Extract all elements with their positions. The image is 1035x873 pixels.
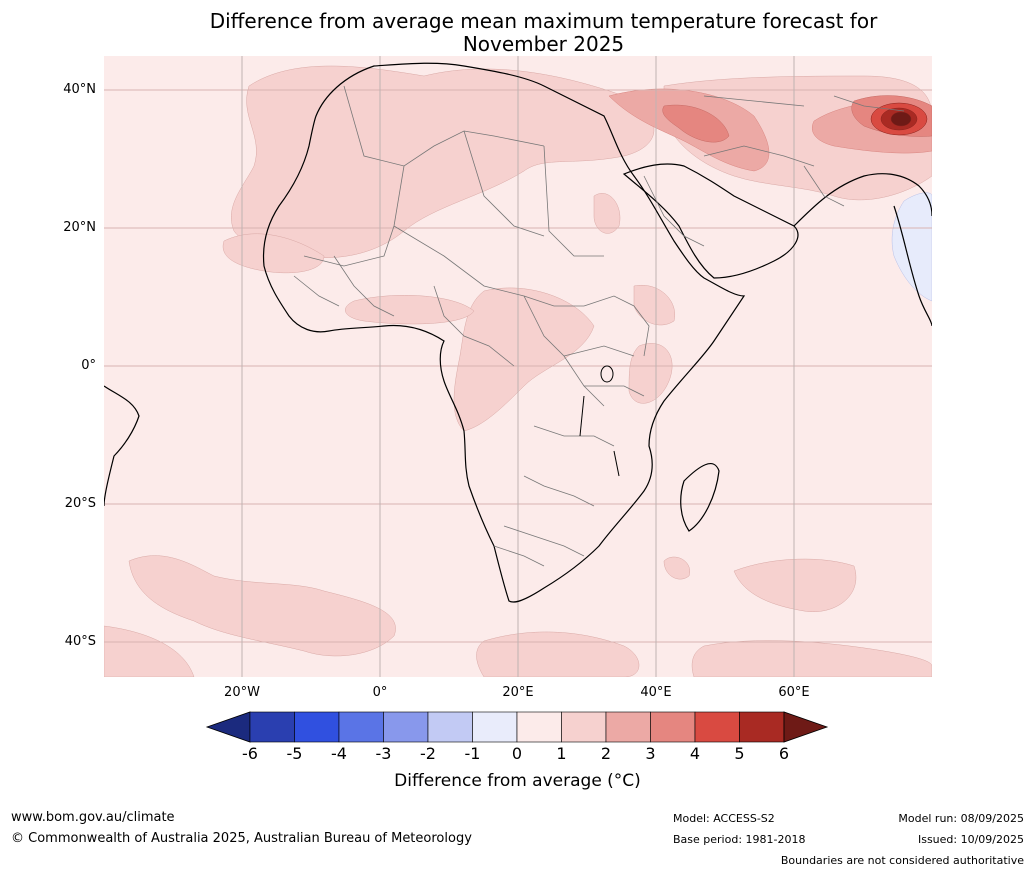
colorbar-cell	[249, 711, 295, 743]
copyright-text: © Commonwealth of Australia 2025, Austra…	[11, 831, 472, 846]
title-line-1: Difference from average mean maximum tem…	[209, 9, 878, 33]
issued-text: Issued: 10/09/2025	[917, 833, 1024, 846]
colorbar-tick-label: -6	[242, 744, 258, 763]
colorbar-cell	[294, 711, 340, 743]
title-line-2: November 2025	[462, 32, 625, 56]
website-link[interactable]: www.bom.gov.au/climate	[11, 810, 175, 825]
colorbar-extend-low	[205, 711, 251, 743]
lon-label-60e: 60°E	[778, 685, 810, 700]
colorbar-cell	[650, 711, 696, 743]
disclaimer-text: Boundaries are not considered authoritat…	[780, 854, 1024, 867]
colorbar-tick-label: 5	[734, 744, 745, 763]
colorbar-cell	[472, 711, 518, 743]
chart-title: Difference from average mean maximum tem…	[0, 10, 1035, 56]
coastlines	[104, 62, 932, 603]
lat-label-0: 0°	[81, 358, 96, 373]
colorbar-tick-label: 4	[689, 744, 701, 763]
colorbar	[205, 711, 829, 743]
lat-label-20s: 20°S	[64, 496, 96, 511]
colorbar-title: Difference from average (°C)	[394, 771, 641, 791]
graticule	[104, 56, 932, 677]
colorbar-tick-label: -2	[420, 744, 436, 763]
colorbar-cell	[516, 711, 562, 743]
colorbar-extend-high	[783, 711, 829, 743]
water-bodies	[579, 365, 620, 477]
lon-label-40e: 40°E	[640, 685, 672, 700]
lon-label-20e: 20°E	[502, 685, 534, 700]
colorbar-tick-label: 1	[556, 744, 567, 763]
colorbar-tick-label: -5	[286, 744, 303, 763]
colorbar-cell	[383, 711, 429, 743]
colorbar-cell	[561, 711, 607, 743]
colorbar-tick-label: 2	[600, 744, 612, 763]
model-text: Model: ACCESS-S2	[673, 812, 775, 825]
colorbar-tick-label: -3	[375, 744, 392, 763]
base-period-text: Base period: 1981-2018	[673, 833, 806, 846]
anomaly-hotspot	[870, 102, 928, 136]
colorbar-cell	[739, 711, 785, 743]
colorbar-cell	[694, 711, 740, 743]
lat-label-20n: 20°N	[63, 220, 96, 235]
lon-label-20w: 20°W	[224, 685, 260, 700]
colorbar-cells	[205, 711, 829, 743]
colorbar-cell	[605, 711, 651, 743]
colorbar-tick-label: 3	[645, 744, 656, 763]
forecast-map	[104, 56, 932, 677]
colorbar-cell	[338, 711, 384, 743]
anomaly-1-2-regions	[104, 65, 932, 677]
lat-label-40n: 40°N	[63, 82, 96, 97]
model-run-text: Model run: 08/09/2025	[898, 812, 1024, 825]
lon-label-0: 0°	[372, 685, 388, 700]
country-borders	[293, 85, 905, 567]
colorbar-cell	[427, 711, 473, 743]
lat-label-40s: 40°S	[64, 634, 96, 649]
colorbar-tick-label: -4	[331, 744, 347, 763]
colorbar-tick-label: 6	[778, 744, 790, 763]
colorbar-tick-label: 0	[511, 744, 523, 763]
colorbar-tick-label: -1	[464, 744, 481, 763]
